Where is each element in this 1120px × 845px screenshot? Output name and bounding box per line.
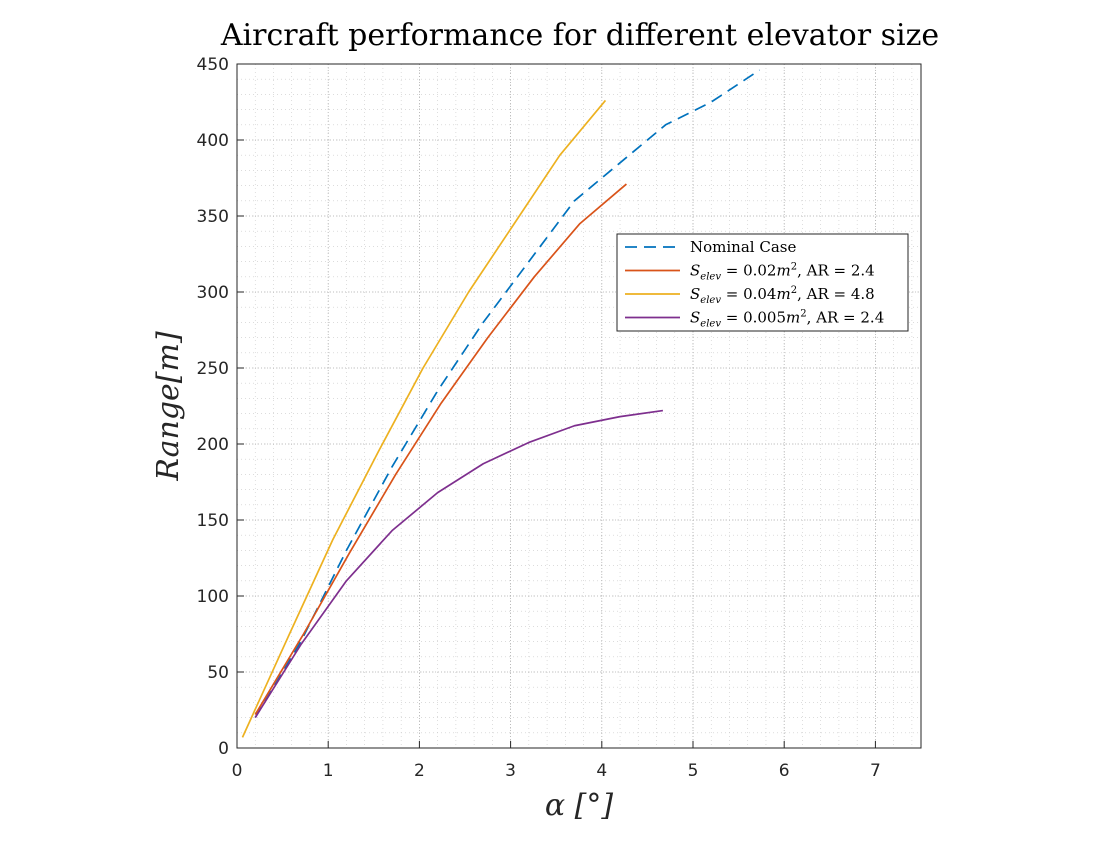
x-axis-label: α [°] — [545, 788, 613, 823]
y-tick-label: 400 — [197, 131, 229, 151]
x-tick-label: 0 — [232, 761, 243, 781]
grid — [236, 63, 921, 749]
series-lines — [241, 69, 761, 738]
y-tick-label: 250 — [197, 359, 229, 379]
x-tick-label: 7 — [870, 761, 881, 781]
y-tick-label: 50 — [207, 663, 229, 683]
x-tick-label: 1 — [323, 761, 334, 781]
legend-label-2: Selev = 0.02m2, AR = 2.4 — [690, 262, 875, 283]
series-line-2 — [254, 183, 627, 715]
axis-ticks: 0 1 2 3 4 5 6 7 0 50 100 150 200 250 300 350 400 450 — [197, 55, 881, 781]
y-tick-label: 300 — [197, 283, 229, 303]
legend-box — [616, 233, 909, 332]
y-tick-label: 350 — [197, 207, 229, 227]
x-tick-label: 2 — [414, 761, 425, 781]
legend-label-3: Selev = 0.04m2, AR = 4.8 — [690, 285, 875, 306]
y-tick-label: 150 — [197, 511, 229, 531]
series-line-4 — [254, 409, 664, 719]
y-axis-label: Range[m] — [151, 331, 186, 482]
y-tick-label: 200 — [197, 435, 229, 455]
legend-label-1: Nominal Case — [690, 238, 796, 256]
y-tick-label: 100 — [197, 587, 229, 607]
x-tick-label: 5 — [688, 761, 699, 781]
series-line-1 — [254, 69, 761, 719]
x-tick-label: 4 — [596, 761, 607, 781]
y-tick-label: 450 — [197, 55, 229, 75]
x-tick-label: 6 — [779, 761, 790, 781]
legend-label-4: Selev = 0.005m2, AR = 2.4 — [690, 309, 884, 330]
axes-box — [236, 63, 922, 749]
y-tick-label: 0 — [218, 739, 229, 759]
x-tick-label: 3 — [505, 761, 516, 781]
chart-title: Aircraft performance for different eleva… — [220, 18, 939, 53]
series-line-3 — [241, 99, 607, 738]
